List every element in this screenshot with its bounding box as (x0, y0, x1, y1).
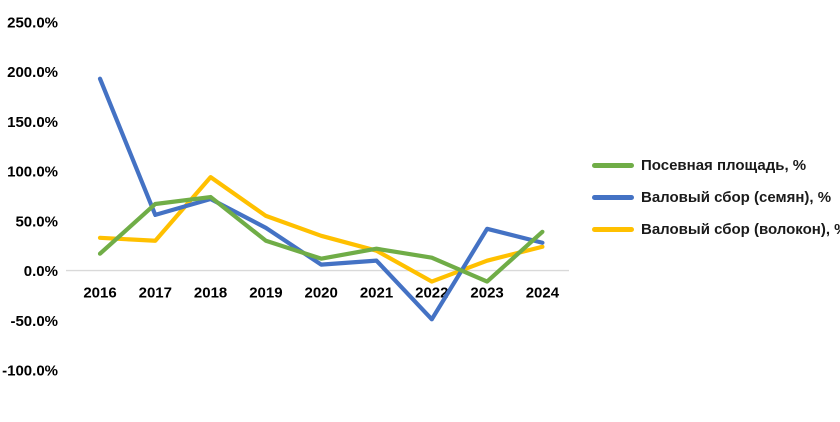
y-axis-tick-label: 250.0% (7, 15, 58, 32)
x-axis-tick-label: 2020 (305, 285, 338, 302)
series-line (97, 194, 545, 284)
legend-item-label: Валовый сбор (волокон), % (641, 220, 840, 238)
legend-item: Посевная площадь, % (592, 149, 840, 181)
x-axis-tick-label: 2016 (83, 285, 116, 302)
y-axis-tick-label: -100.0% (2, 363, 58, 380)
x-axis-tick-label: 2023 (470, 285, 503, 302)
y-axis-tick-label: 0.0% (24, 263, 58, 280)
legend-item: Валовый сбор (волокон), % (592, 213, 840, 245)
legend-item: Валовый сбор (семян), % (592, 181, 840, 213)
y-axis-tick-label: 100.0% (7, 164, 58, 181)
y-axis-tick-label: -50.0% (10, 313, 58, 330)
legend-item-label: Валовый сбор (семян), % (641, 188, 832, 206)
legend-swatch-icon (592, 226, 634, 232)
y-axis-tick-label: 50.0% (15, 213, 58, 230)
x-axis-tick-label: 2018 (194, 285, 227, 302)
series-line (97, 175, 545, 284)
legend-item-label: Посевная площадь, % (641, 156, 807, 174)
x-axis-tick-label: 2021 (360, 285, 393, 302)
series-line (97, 76, 545, 322)
x-axis-tick-label: 2017 (139, 285, 172, 302)
legend-swatch-icon (592, 194, 634, 200)
chart-legend: Посевная площадь, % Валовый сбор (семян),… (592, 149, 840, 245)
x-axis-tick-label: 2024 (526, 285, 560, 302)
legend-swatch-icon (592, 162, 634, 168)
y-axis-tick-label: 200.0% (7, 64, 58, 81)
x-axis-tick-label: 2019 (249, 285, 282, 302)
y-axis-tick-label: 150.0% (7, 114, 58, 131)
x-axis-tick-label: 2022 (415, 285, 448, 302)
